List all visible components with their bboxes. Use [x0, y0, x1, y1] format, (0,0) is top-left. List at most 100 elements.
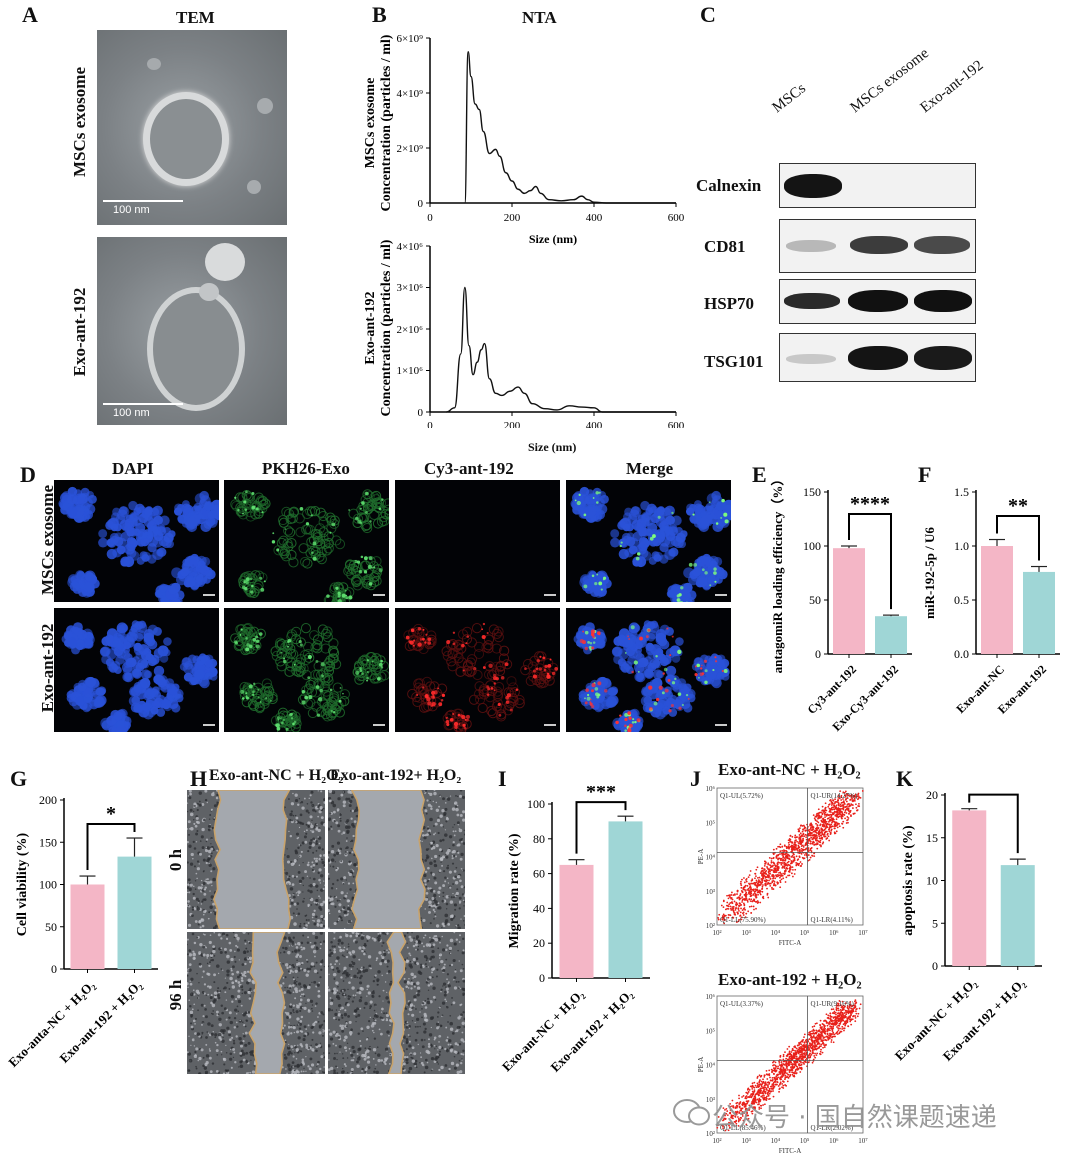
panel-label-b: B: [372, 2, 387, 27]
scale-bar: [103, 200, 183, 202]
scale-bar: [203, 724, 215, 726]
wound-gap: [212, 790, 292, 929]
nta-top-ytick: 0 2×10⁹ 4×10⁹ 6×10⁹: [396, 33, 430, 210]
wound-image: [187, 790, 325, 929]
flow-cytometry-plot: Q1-UL(3.37%) Q1-UR(9.16%) Q1-LL(85.46%) Q1-…: [697, 993, 868, 1155]
bar: [1000, 865, 1035, 966]
particle: [205, 243, 245, 281]
xtick-label: 600: [668, 212, 685, 224]
scale-bar: [373, 594, 385, 596]
significance-stars: ***: [586, 786, 616, 803]
bar: [117, 856, 152, 969]
bar: [875, 616, 907, 654]
particle: [199, 283, 219, 301]
quadrant-label-ur: Q1-UR(14.27%): [811, 792, 859, 800]
y-tick-label: 100: [527, 797, 545, 811]
quadrant-label-ul: Q1-UL(3.37%): [720, 1000, 764, 1008]
wound-image: [328, 790, 465, 929]
blot-band: [914, 346, 972, 370]
chart-k: apoptosis rate (%) 0 5 10 15 20 Exo-ant-NC + H…: [892, 786, 1042, 1064]
x-tick-label: 10⁶: [829, 1137, 839, 1145]
vesicle: [143, 92, 229, 186]
y-tick-label: 80: [533, 832, 545, 846]
nta-top-line: [464, 51, 676, 204]
fluor-image-pkh26: [224, 480, 389, 602]
y-tick-label: 10⁴: [706, 1062, 716, 1070]
y-tick-label: 10³: [706, 888, 715, 896]
bar: [70, 884, 105, 969]
y-tick-label: 10³: [706, 1096, 715, 1104]
y-tick-label: 100: [803, 539, 821, 553]
wound-gap: [350, 790, 426, 929]
wound-image: [328, 932, 465, 1074]
y-tick-label: 15: [926, 831, 938, 845]
scale-bar: [373, 724, 385, 726]
blot-band: [848, 346, 908, 370]
blot-band: [914, 236, 970, 254]
fluor-col-pkh26: PKH26-Exo: [262, 459, 350, 478]
xtick-label: 400: [586, 212, 603, 224]
blot-protein-cd81: CD81: [704, 237, 746, 256]
y-tick-label: 100: [39, 878, 57, 892]
xtick-label: 200: [504, 420, 521, 428]
significance-stars: **: [1008, 495, 1028, 517]
nta-bottom-line: [446, 286, 676, 413]
significance-bracket: [86, 823, 136, 871]
bar: [559, 864, 594, 978]
x-axis-label: FITC-A: [779, 1147, 802, 1155]
significance-bracket: [968, 793, 1019, 854]
flow-cytometry-plot: Q1-UL(5.72%) Q1-UR(14.27%) Q1-LL(75.90%) Q1…: [697, 785, 868, 947]
blot-band: [786, 354, 836, 364]
xtick-label: 400: [586, 420, 603, 428]
fluor-image-merge: [566, 480, 731, 602]
x-tick-label: 10³: [742, 1137, 751, 1145]
fluor-image-merge: [566, 608, 731, 732]
blot-hsp70: [779, 279, 976, 324]
bar: [608, 821, 643, 978]
significance-bracket: [848, 513, 892, 610]
y-tick-label: 10⁵: [706, 819, 716, 827]
bar: [1023, 571, 1055, 654]
particle: [247, 180, 261, 194]
flow-bottom-title: Exo-ant-192 + H₂O₂: [718, 970, 862, 989]
y-tick-label: 10⁶: [706, 785, 716, 793]
blot-protein-tsg101: TSG101: [704, 352, 764, 371]
x-tick-label: 10³: [742, 929, 751, 937]
quadrant-label-ur: Q1-UR(9.16%): [811, 1000, 855, 1008]
y-tick-label: 150: [803, 485, 821, 499]
y-tick-label: 40: [533, 901, 545, 915]
blot-lane-1: MSCs: [769, 80, 809, 117]
y-tick-label: 10²: [706, 1130, 715, 1138]
nta-bottom-xlabel: Size (nm): [528, 440, 577, 454]
blot-calnexin: [779, 163, 976, 208]
y-tick-label: 10⁶: [706, 993, 716, 1001]
blot-band: [786, 240, 836, 252]
chart-f: miR-192-5p / U60.00.51.01.5Exo-ant-NCExo…: [922, 485, 1060, 716]
y-tick-label: 0.5: [954, 593, 969, 607]
tem-title: TEM: [176, 8, 215, 27]
x-tick-label: 10⁴: [771, 929, 781, 937]
wound-row-0h: 0 h: [166, 848, 185, 872]
tem-image-exo-ant-192: 100 nm: [97, 237, 287, 425]
vesicle: [147, 287, 245, 411]
wound-col-1: Exo-ant-NC + H₂O₂: [209, 767, 344, 784]
wechat-icon: [672, 1098, 712, 1128]
panel-label-c: C: [700, 2, 716, 27]
nta-bottom-ylabel-2: Concentration (particles / ml): [379, 239, 394, 416]
y-axis-label: antagomiR loading efficiency（%）: [770, 478, 785, 673]
panel-label-e: E: [752, 462, 767, 487]
quadrant-label-lr: Q1-LR(4.11%): [811, 916, 854, 924]
blot-band: [784, 174, 842, 198]
tem-image-msc-exosome: 100 nm: [97, 30, 287, 225]
x-tick-label: 10⁵: [800, 929, 810, 937]
blot-band: [850, 236, 908, 254]
scale-bar-label: 100 nm: [113, 204, 150, 216]
y-tick-label: 10²: [706, 922, 715, 930]
y-tick-label: 60: [533, 867, 545, 881]
blot-lane-3: Exo-ant-192: [917, 57, 987, 117]
ytick-label: 0: [418, 198, 424, 210]
wound-image: [187, 932, 325, 1074]
ytick-label: 4×10⁹: [396, 88, 423, 100]
ytick-label: 4×10⁶: [396, 241, 423, 253]
nta-top-ylabel-1: MSCs exosome: [363, 78, 378, 169]
